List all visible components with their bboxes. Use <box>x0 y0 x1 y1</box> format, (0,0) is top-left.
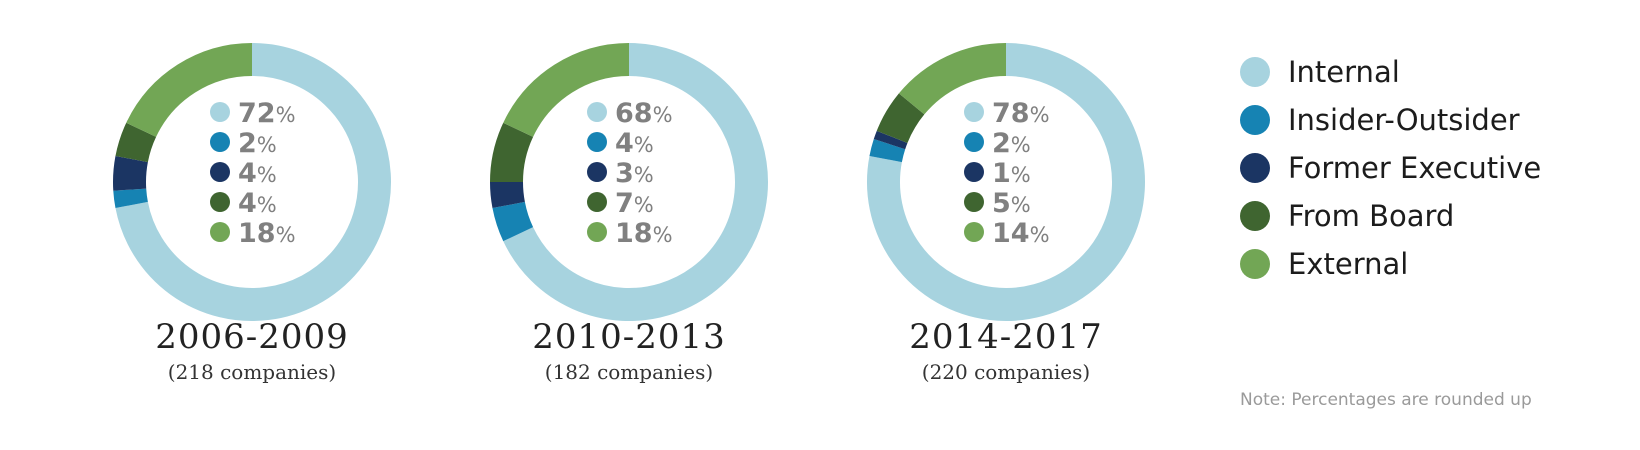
value-label-2006-2009-4: 18% <box>238 218 296 249</box>
value-label-2006-2009-2: 4% <box>238 158 277 189</box>
legend-label-external: External <box>1288 247 1409 281</box>
legend-swatch-former-executive <box>1240 153 1270 183</box>
value-label-2006-2009-0: 72% <box>238 98 296 129</box>
footnote: Note: Percentages are rounded up <box>1240 390 1532 410</box>
value-label-2010-2013-4: 18% <box>615 218 673 249</box>
donut-segment-2014-2017-insider-outsider <box>869 139 906 163</box>
value-dot-2006-2009-0 <box>210 102 230 122</box>
legend-item-external: External <box>1240 240 1541 288</box>
value-label-2014-2017-3: 5% <box>992 188 1031 219</box>
value-dot-2014-2017-1 <box>964 132 984 152</box>
value-dot-2006-2009-1 <box>210 132 230 152</box>
value-label-2014-2017-2: 1% <box>992 158 1031 189</box>
donut-segment-2006-2009-former-executive <box>113 155 148 191</box>
legend-label-from-board: From Board <box>1288 199 1455 233</box>
value-dot-2006-2009-2 <box>210 162 230 182</box>
donut-segment-2006-2009-external <box>126 43 253 138</box>
value-dot-2010-2013-3 <box>587 192 607 212</box>
donut-segment-2010-2013-insider-outsider <box>492 201 534 242</box>
value-label-2014-2017-1: 2% <box>992 128 1031 159</box>
donut-segment-2014-2017-external <box>898 43 1007 115</box>
donut-segment-2014-2017-internal <box>867 43 1145 321</box>
value-label-2010-2013-0: 68% <box>615 98 673 129</box>
value-dot-2014-2017-0 <box>964 102 984 122</box>
donut-segment-2006-2009-internal <box>115 43 391 321</box>
value-dot-2010-2013-0 <box>587 102 607 122</box>
legend-item-internal: Internal <box>1240 48 1541 96</box>
value-label-2010-2013-3: 7% <box>615 188 654 219</box>
legend-swatch-internal <box>1240 57 1270 87</box>
value-dot-2010-2013-4 <box>587 222 607 242</box>
value-label-2014-2017-0: 78% <box>992 98 1050 129</box>
value-label-2006-2009-1: 2% <box>238 128 277 159</box>
value-dot-2014-2017-3 <box>964 192 984 212</box>
value-dot-2006-2009-3 <box>210 192 230 212</box>
legend: Internal Insider-Outsider Former Executi… <box>1240 48 1541 288</box>
legend-label-internal: Internal <box>1288 55 1400 89</box>
donut-segment-2006-2009-insider-outsider <box>113 188 148 209</box>
legend-swatch-insider-outsider <box>1240 105 1270 135</box>
legend-label-insider-outsider: Insider-Outsider <box>1288 103 1520 137</box>
donut-segment-2010-2013-from-board <box>490 122 534 183</box>
value-dot-2006-2009-4 <box>210 222 230 242</box>
legend-item-insider-outsider: Insider-Outsider <box>1240 96 1541 144</box>
value-dot-2010-2013-1 <box>587 132 607 152</box>
period-label-2014-2017: 2014-2017 <box>909 317 1103 357</box>
value-dot-2010-2013-2 <box>587 162 607 182</box>
value-label-2014-2017-4: 14% <box>992 218 1050 249</box>
period-label-2010-2013: 2010-2013 <box>532 317 726 357</box>
company-count-2006-2009: (218 companies) <box>167 360 337 384</box>
value-label-2010-2013-2: 3% <box>615 158 654 189</box>
donut-segment-2014-2017-from-board <box>876 93 925 144</box>
donut-segment-2014-2017-former-executive <box>873 130 908 150</box>
company-count-2014-2017: (220 companies) <box>921 360 1091 384</box>
period-label-2006-2009: 2006-2009 <box>155 317 349 357</box>
company-count-2010-2013: (182 companies) <box>544 360 714 384</box>
legend-swatch-external <box>1240 249 1270 279</box>
value-dot-2014-2017-2 <box>964 162 984 182</box>
legend-swatch-from-board <box>1240 201 1270 231</box>
legend-item-former-executive: Former Executive <box>1240 144 1541 192</box>
value-label-2006-2009-3: 4% <box>238 188 277 219</box>
donut-segment-2010-2013-external <box>503 43 630 138</box>
legend-item-from-board: From Board <box>1240 192 1541 240</box>
value-dot-2014-2017-4 <box>964 222 984 242</box>
donut-segment-2010-2013-internal <box>503 43 768 321</box>
value-label-2010-2013-1: 4% <box>615 128 654 159</box>
donut-segment-2010-2013-former-executive <box>490 181 525 209</box>
donut-segment-2006-2009-from-board <box>115 122 157 163</box>
legend-label-former-executive: Former Executive <box>1288 151 1542 185</box>
